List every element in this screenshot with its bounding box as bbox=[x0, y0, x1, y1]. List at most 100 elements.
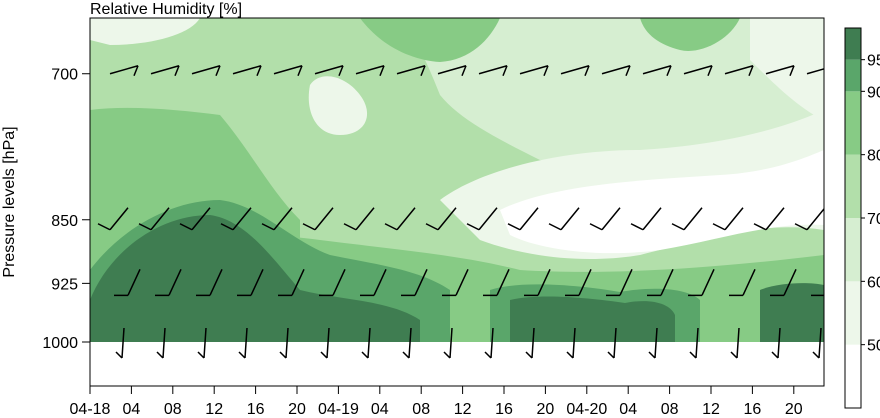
y-axis: 700 850 925 1000 bbox=[42, 67, 90, 352]
colorbar-tick-label: 95 bbox=[867, 53, 880, 70]
y-tick-label: 850 bbox=[51, 213, 78, 230]
wind-barb bbox=[360, 269, 387, 297]
plot-frame bbox=[89, 17, 825, 387]
field-region bbox=[510, 296, 675, 342]
wind-barb bbox=[770, 269, 797, 297]
wind-barb bbox=[671, 207, 703, 231]
wind-barb bbox=[689, 327, 699, 359]
wind-barb bbox=[606, 269, 633, 297]
wind-barb bbox=[196, 269, 223, 297]
x-tick-label: 04 bbox=[123, 401, 141, 418]
wind-barb bbox=[114, 269, 141, 297]
x-tick-label: 20 bbox=[785, 401, 803, 418]
wind-barb bbox=[261, 207, 293, 231]
wind-barb bbox=[683, 65, 713, 77]
wind-barb bbox=[811, 294, 824, 297]
wind-barbs bbox=[97, 65, 824, 359]
x-tick-label: 04-19 bbox=[318, 401, 359, 418]
wind-barb bbox=[589, 207, 621, 231]
field-region bbox=[760, 283, 824, 342]
wind-barb bbox=[607, 327, 617, 359]
wind-barb bbox=[443, 327, 453, 359]
wind-barb bbox=[343, 207, 375, 231]
wind-barb bbox=[478, 65, 508, 77]
colorbar-tick-label: 90 bbox=[867, 84, 880, 101]
wind-barb bbox=[753, 207, 785, 231]
field-region bbox=[90, 18, 824, 169]
wind-barb bbox=[384, 207, 416, 231]
field-region bbox=[640, 18, 740, 51]
wind-barb bbox=[712, 207, 744, 231]
wind-barb bbox=[115, 327, 125, 359]
x-tick-label: 16 bbox=[495, 401, 513, 418]
wind-barb bbox=[402, 327, 412, 359]
x-tick-label: 04-20 bbox=[566, 401, 607, 418]
wind-barb bbox=[179, 207, 211, 231]
wind-barb bbox=[812, 327, 822, 359]
x-tick-label: 04-18 bbox=[70, 401, 111, 418]
wind-barb bbox=[806, 68, 824, 75]
colorbar-tick-label: 50 bbox=[867, 338, 880, 355]
wind-barb bbox=[630, 207, 662, 231]
wind-barb bbox=[138, 207, 170, 231]
wind-barb bbox=[197, 327, 207, 359]
colorbar-segment bbox=[845, 59, 861, 92]
wind-barb bbox=[794, 207, 824, 231]
x-tick-label: 20 bbox=[537, 401, 555, 418]
y-tick-label: 700 bbox=[51, 67, 78, 84]
colorbar-segment bbox=[845, 28, 861, 60]
colorbar-segment bbox=[845, 344, 861, 408]
wind-barb bbox=[729, 269, 756, 297]
wind-barb bbox=[601, 65, 631, 77]
colorbar: 50 60 70 80 90 95 bbox=[844, 27, 880, 409]
wind-barb bbox=[688, 269, 715, 297]
wind-barb bbox=[396, 65, 426, 77]
wind-barb bbox=[437, 65, 467, 77]
wind-barb bbox=[560, 65, 590, 77]
y-tick-label: 925 bbox=[51, 276, 78, 293]
y-tick-label: 1000 bbox=[42, 335, 78, 352]
colorbar-segment bbox=[845, 218, 861, 282]
wind-barb bbox=[648, 327, 658, 359]
wind-barb bbox=[525, 327, 535, 359]
wind-barb bbox=[155, 269, 182, 297]
colorbar-tick-label: 80 bbox=[867, 148, 880, 165]
wind-barb bbox=[279, 327, 289, 359]
wind-barb bbox=[238, 327, 248, 359]
wind-barb bbox=[302, 207, 334, 231]
field-region bbox=[750, 18, 824, 120]
wind-barb bbox=[355, 65, 385, 77]
x-tick-label: 04 bbox=[619, 401, 637, 418]
wind-barb bbox=[730, 327, 740, 359]
wind-barb bbox=[566, 327, 576, 359]
field-region bbox=[90, 215, 420, 342]
wind-barb bbox=[507, 207, 539, 231]
colorbar-segment bbox=[845, 281, 861, 345]
x-tick-label: 04 bbox=[371, 401, 389, 418]
wind-barb bbox=[314, 65, 344, 77]
chart-title: Relative Humidity [%] bbox=[90, 1, 242, 18]
wind-barb bbox=[442, 269, 469, 297]
wind-barb bbox=[565, 269, 592, 297]
humidity-field bbox=[90, 18, 824, 386]
wind-barb bbox=[466, 207, 498, 231]
wind-barb bbox=[401, 269, 428, 297]
wind-barb bbox=[647, 269, 674, 297]
x-tick-label: 16 bbox=[744, 401, 762, 418]
y-axis-title: Pressure levels [hPa] bbox=[1, 126, 18, 277]
field-region bbox=[360, 18, 500, 62]
wind-barb bbox=[109, 65, 139, 77]
wind-barb bbox=[361, 327, 371, 359]
wind-barb bbox=[484, 327, 494, 359]
wind-barb bbox=[220, 207, 252, 231]
x-tick-label: 16 bbox=[247, 401, 265, 418]
wind-barb bbox=[156, 327, 166, 359]
wind-barb bbox=[771, 327, 781, 359]
wind-barb bbox=[425, 207, 457, 231]
colorbar-tick-label: 70 bbox=[867, 211, 880, 228]
wind-barb bbox=[642, 65, 672, 77]
x-tick-label: 08 bbox=[164, 401, 182, 418]
field-region bbox=[500, 150, 824, 254]
colorbar-segment bbox=[845, 154, 861, 218]
